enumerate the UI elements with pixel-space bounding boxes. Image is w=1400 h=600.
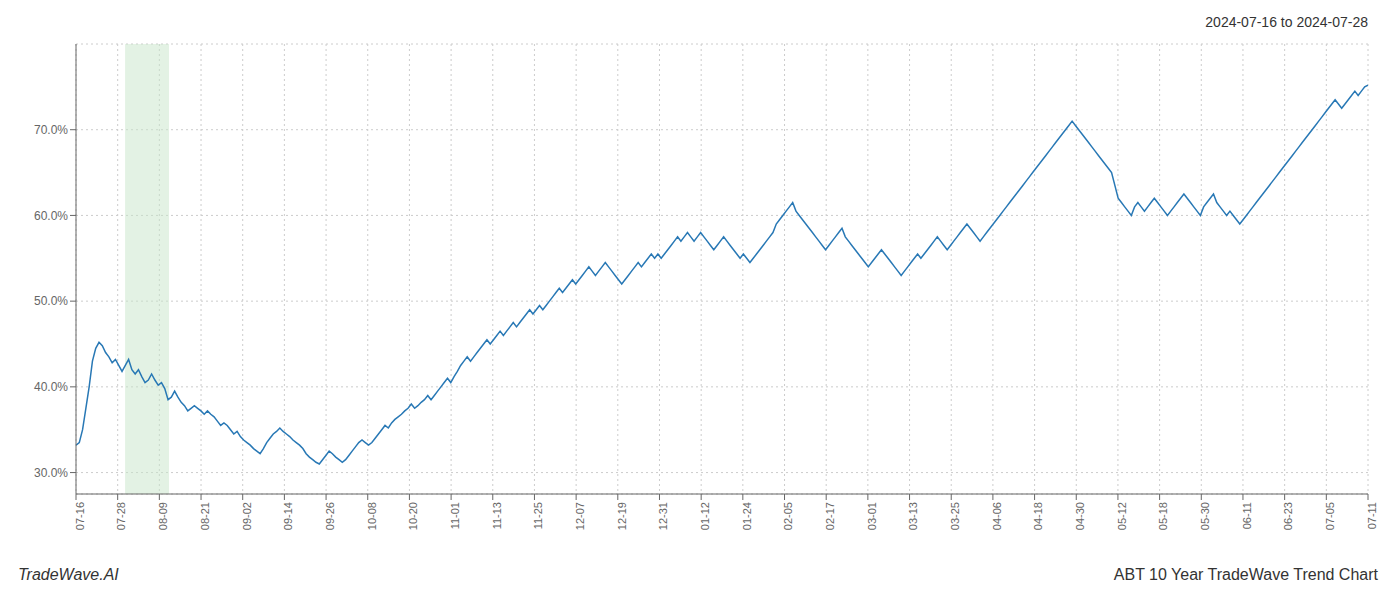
svg-text:06-23: 06-23 bbox=[1282, 502, 1294, 530]
svg-text:04-06: 04-06 bbox=[991, 502, 1003, 530]
svg-text:60.0%: 60.0% bbox=[34, 209, 68, 223]
svg-text:50.0%: 50.0% bbox=[34, 294, 68, 308]
svg-text:11-25: 11-25 bbox=[532, 502, 544, 529]
svg-text:07-11: 07-11 bbox=[1366, 502, 1378, 529]
svg-text:12-31: 12-31 bbox=[657, 502, 669, 530]
svg-text:05-30: 05-30 bbox=[1199, 502, 1211, 530]
svg-text:06-11: 06-11 bbox=[1241, 502, 1253, 529]
svg-text:08-21: 08-21 bbox=[199, 502, 211, 530]
svg-text:12-07: 12-07 bbox=[574, 502, 586, 530]
svg-text:04-30: 04-30 bbox=[1074, 502, 1086, 530]
svg-text:09-02: 09-02 bbox=[241, 502, 253, 530]
svg-text:07-28: 07-28 bbox=[115, 502, 127, 530]
svg-text:03-01: 03-01 bbox=[866, 502, 878, 530]
svg-text:70.0%: 70.0% bbox=[34, 123, 68, 137]
html-text:TradeWave.AI: TradeWave.AI bbox=[18, 566, 119, 583]
svg-text:40.0%: 40.0% bbox=[34, 380, 68, 394]
svg-text:05-18: 05-18 bbox=[1157, 502, 1169, 530]
svg-text:10-08: 10-08 bbox=[366, 502, 378, 530]
svg-text:07-05: 07-05 bbox=[1324, 502, 1336, 530]
svg-text:02-17: 02-17 bbox=[824, 502, 836, 530]
svg-text:03-13: 03-13 bbox=[907, 502, 919, 530]
svg-text:02-05: 02-05 bbox=[782, 502, 794, 530]
svg-text:01-24: 01-24 bbox=[741, 502, 753, 530]
svg-text:09-26: 09-26 bbox=[324, 502, 336, 530]
svg-text:05-12: 05-12 bbox=[1116, 502, 1128, 530]
html-text:ABT 10 Year TradeWave Trend Ch: ABT 10 Year TradeWave Trend Chart bbox=[1113, 566, 1378, 583]
svg-text:04-18: 04-18 bbox=[1032, 502, 1044, 530]
svg-text:01-12: 01-12 bbox=[699, 502, 711, 530]
svg-text:30.0%: 30.0% bbox=[34, 466, 68, 480]
svg-text:03-25: 03-25 bbox=[949, 502, 961, 530]
svg-text:11-01: 11-01 bbox=[449, 502, 461, 529]
svg-text:12-19: 12-19 bbox=[616, 502, 628, 530]
svg-text:11-13: 11-13 bbox=[491, 502, 503, 529]
svg-text:09-14: 09-14 bbox=[282, 502, 294, 530]
svg-text:10-20: 10-20 bbox=[407, 502, 419, 530]
svg-text:08-09: 08-09 bbox=[157, 502, 169, 530]
html-text:2024-07-16 to 2024-07-28: 2024-07-16 to 2024-07-28 bbox=[1205, 14, 1368, 30]
svg-text:07-16: 07-16 bbox=[74, 502, 86, 530]
